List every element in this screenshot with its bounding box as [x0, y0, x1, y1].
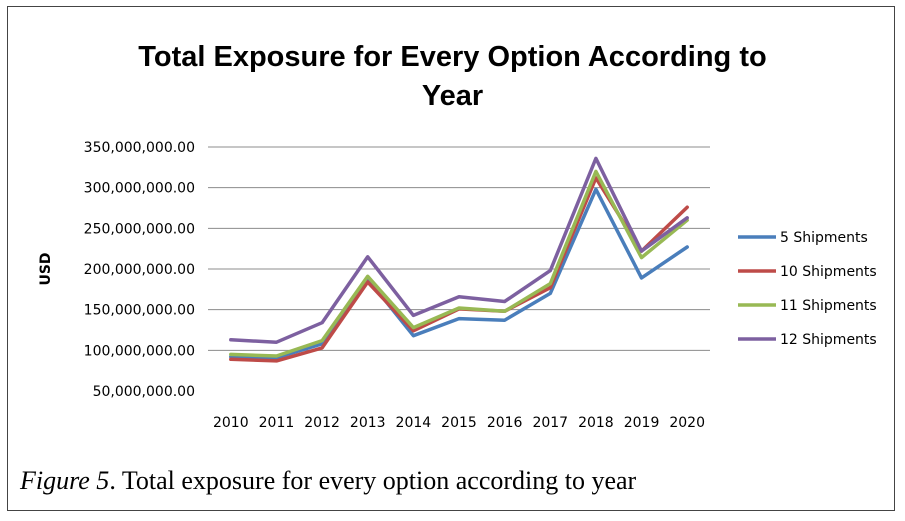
y-tick-label: 350,000,000.00: [84, 140, 195, 156]
figure-caption: Figure 5. Total exposure for every optio…: [20, 466, 636, 496]
legend-label: 5 Shipments: [780, 230, 868, 246]
legend-label: 11 Shipments: [780, 298, 877, 314]
x-tick-label: 2019: [624, 415, 660, 431]
y-tick-label: 200,000,000.00: [84, 262, 195, 278]
figure-frame: [7, 6, 895, 511]
chart-title-line-1: Total Exposure for Every Option Accordin…: [138, 41, 767, 73]
x-tick-label: 2017: [532, 415, 568, 431]
x-tick-label: 2013: [350, 415, 386, 431]
x-tick-label: 2015: [441, 415, 477, 431]
y-tick-labels: 50,000,000.00 100,000,000.00 150,000,000.0…: [84, 140, 195, 400]
y-tick-label: 250,000,000.00: [84, 221, 195, 237]
y-tick-label: 150,000,000.00: [84, 303, 195, 319]
x-tick-label: 2016: [487, 415, 523, 431]
series-lines: [229, 156, 689, 363]
y-tick-label: 300,000,000.00: [84, 181, 195, 197]
x-tick-label: 2012: [304, 415, 340, 431]
x-tick-label: 2020: [669, 415, 705, 431]
legend-label: 12 Shipments: [780, 332, 877, 348]
series-line: [229, 169, 689, 358]
chart-title-line-2: Year: [421, 80, 484, 112]
chart-title: Total Exposure for Every Option Accordin…: [20, 38, 885, 116]
series-line: [229, 187, 689, 360]
x-tick-label: 2010: [213, 415, 249, 431]
y-axis-label: USD: [38, 252, 54, 285]
legend: 5 Shipments 10 Shipments 11 Shipments 12 Sh…: [738, 230, 877, 348]
x-tick-labels: 2010 2011 2012 2013 2014 2015 2016 2017 2018 2019…: [213, 415, 705, 431]
figure-label: Figure 5: [20, 466, 110, 495]
x-tick-label: 2014: [396, 415, 432, 431]
x-tick-label: 2018: [578, 415, 614, 431]
x-tick-label: 2011: [259, 415, 295, 431]
y-tick-label: 100,000,000.00: [84, 343, 195, 359]
series-line: [229, 156, 689, 344]
y-tick-label: 50,000,000.00: [93, 384, 195, 400]
caption-text: . Total exposure for every option accord…: [109, 466, 637, 495]
legend-label: 10 Shipments: [780, 264, 877, 280]
